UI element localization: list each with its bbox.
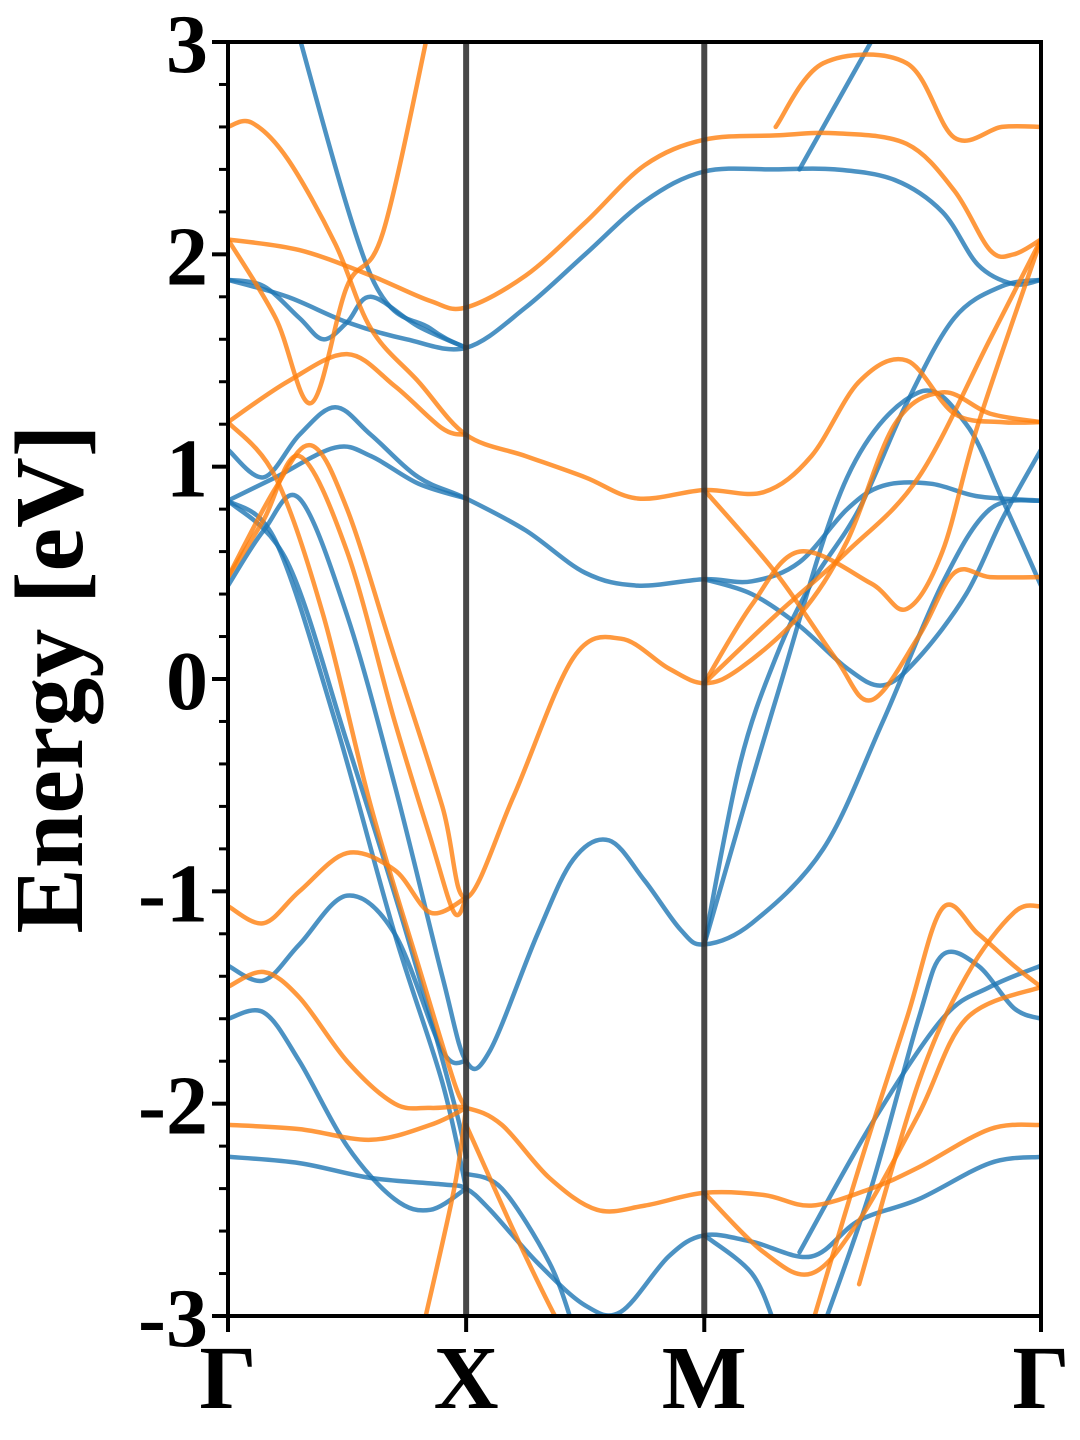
band-line-3: [228, 404, 1041, 588]
band-line-18: [797, 963, 1041, 1255]
band-line-17: [824, 949, 1041, 1316]
band-line-23: [228, 42, 429, 406]
x-tick-label: X: [434, 1329, 499, 1428]
band-line-26: [228, 453, 469, 918]
band-line-1: [228, 166, 1041, 352]
band-line-37: [812, 902, 1041, 1316]
band-line-25: [228, 419, 469, 1111]
y-tick-label: 2: [166, 210, 208, 303]
band-line-9: [702, 447, 1041, 688]
band-line-34: [463, 1122, 558, 1316]
axis-ticks: -3 -2 -1 0 1 2 3 Γ X M Γ: [138, 0, 1070, 1428]
band-line-20: [228, 130, 1041, 312]
y-tick-label: -2: [138, 1060, 208, 1153]
y-tick-label: 0: [166, 635, 208, 728]
band-line-27: [702, 237, 1041, 686]
y-tick-label: -1: [138, 847, 208, 940]
band-line-10: [702, 388, 1041, 947]
x-tick-label: Γ: [1012, 1329, 1069, 1428]
plot-frame: [226, 40, 1043, 1318]
band-line-13: [228, 1008, 469, 1213]
band-line-29: [702, 487, 1041, 703]
band-line-31: [228, 850, 469, 926]
band-line-11: [797, 42, 874, 172]
band-line-33: [228, 1105, 469, 1143]
band-line-19: [298, 42, 469, 351]
x-tick-label: Γ: [199, 1329, 256, 1428]
band-line-15: [463, 1171, 573, 1316]
band-line-21: [228, 118, 1041, 502]
band-line-6: [228, 498, 469, 1160]
band-line-35: [423, 1105, 469, 1316]
band-line-7: [228, 498, 469, 1191]
band-line-36: [702, 984, 1041, 1277]
band-line-24: [228, 390, 1041, 900]
band-series: [228, 42, 1041, 1316]
band-line-16: [702, 1233, 775, 1316]
kpath-lines: [463, 42, 708, 1316]
band-line-30: [773, 52, 1041, 143]
band-line-22: [228, 351, 469, 438]
y-tick-label: 3: [166, 0, 208, 91]
y-tick-label: 1: [166, 423, 208, 516]
y-tick-label: -3: [138, 1272, 208, 1365]
x-tick-label: M: [662, 1329, 747, 1428]
band-line-4: [228, 444, 469, 503]
band-line-5: [228, 492, 1041, 1072]
band-line-14: [228, 1154, 1041, 1316]
y-axis-label: Energy [eV]: [0, 425, 104, 934]
band-line-8: [702, 277, 1041, 947]
band-line-38: [856, 903, 1041, 1287]
band-line-28: [702, 237, 1041, 686]
